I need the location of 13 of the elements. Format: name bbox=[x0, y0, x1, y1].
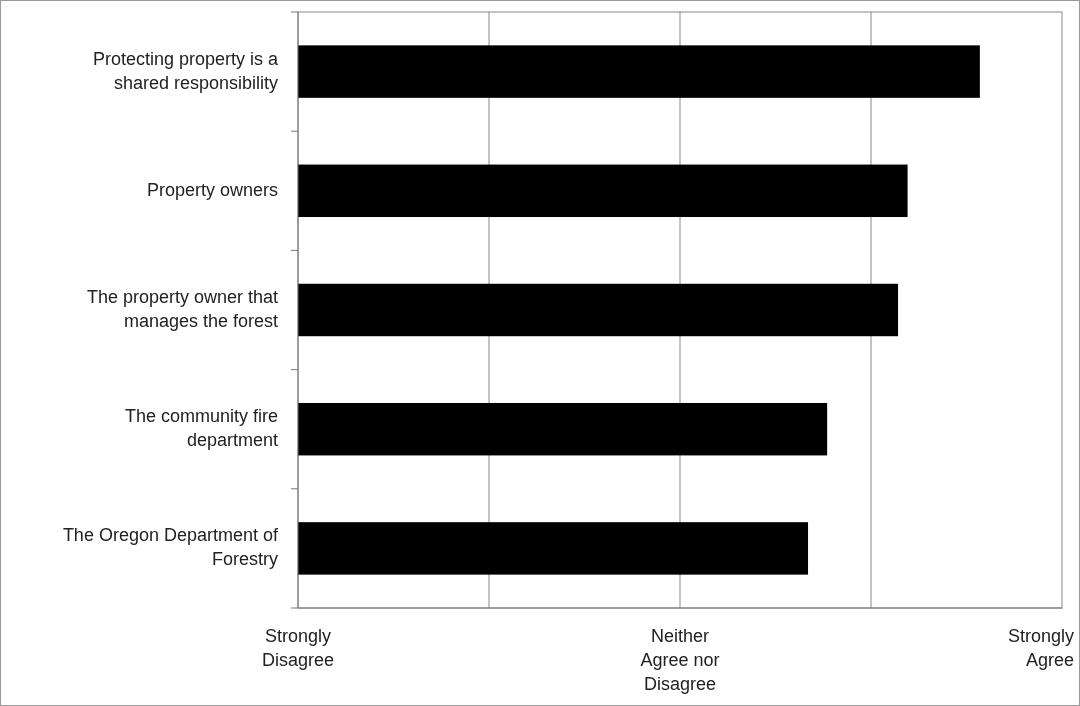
text: Neither Agree nor Disagree bbox=[640, 626, 720, 694]
bar bbox=[298, 522, 809, 575]
bar bbox=[298, 45, 980, 98]
bar bbox=[298, 402, 828, 456]
bar bbox=[298, 164, 908, 218]
bar bbox=[298, 283, 899, 337]
y-tick-label: The property owner that manages the forest bbox=[86, 286, 278, 331]
y-tick-label: Protecting property is a shared responsibility bbox=[92, 48, 279, 93]
y-tick-label: The Oregon Department of Forestry bbox=[62, 525, 279, 570]
y-tick-label: Property owners bbox=[146, 179, 278, 200]
text: Strongly Agree bbox=[1007, 626, 1074, 670]
text: Strongly Disagree bbox=[261, 626, 335, 670]
y-tick-label: The community fire department bbox=[124, 405, 278, 450]
